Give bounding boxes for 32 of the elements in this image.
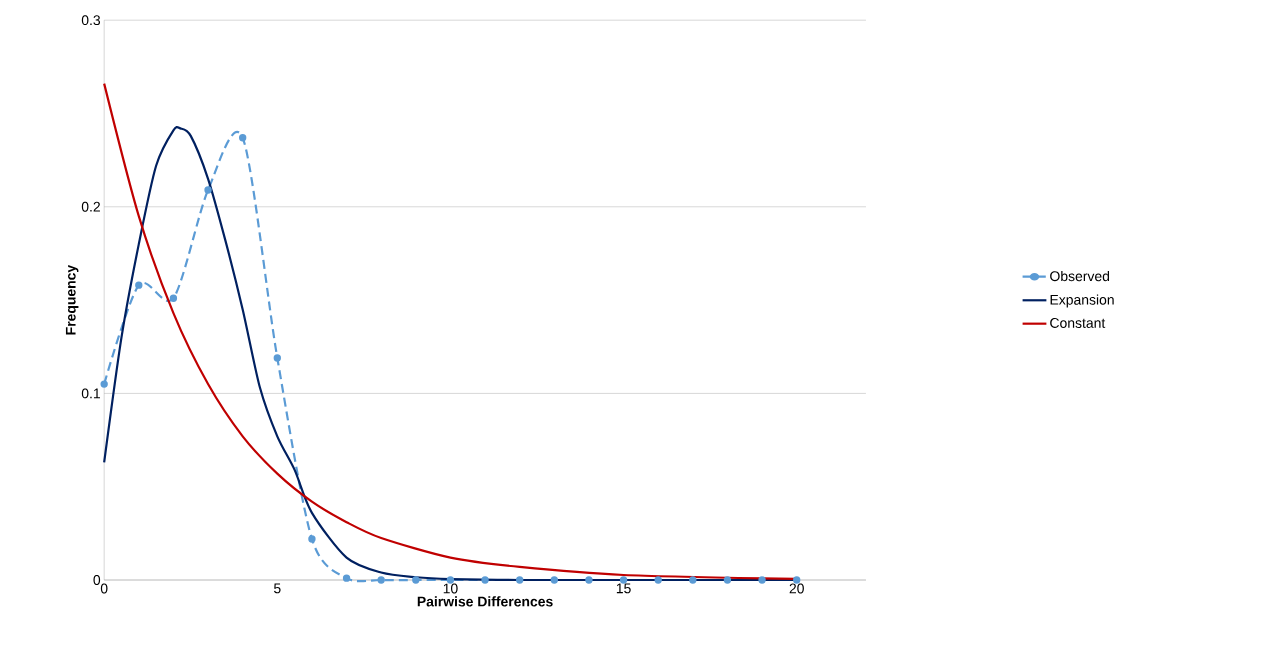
point — [204, 186, 212, 194]
point — [412, 576, 420, 584]
point — [758, 576, 766, 584]
point — [308, 535, 316, 543]
x-tick-label: 5 — [273, 583, 281, 594]
point — [100, 380, 108, 388]
point — [238, 133, 247, 142]
point — [342, 574, 351, 582]
point — [273, 354, 281, 362]
point — [689, 576, 697, 584]
x-tick-label: 20 — [789, 583, 804, 594]
y-tick-label: 0.2 — [81, 201, 100, 212]
x-axis-title: Pairwise Differences — [417, 596, 553, 607]
legend-label: Expansion — [1050, 294, 1114, 308]
point — [550, 576, 559, 584]
y-tick-label: 0.1 — [81, 388, 100, 399]
point — [723, 576, 732, 584]
point — [654, 576, 662, 584]
y-tick-label: 0 — [93, 574, 101, 585]
x-tick-label: 10 — [443, 583, 458, 594]
legend-label: Observed — [1050, 270, 1110, 282]
x-tick-label: 15 — [616, 583, 631, 594]
point — [516, 576, 524, 584]
point — [481, 576, 489, 584]
y-axis-title: Frequency — [65, 264, 79, 335]
x-tick-label: 0 — [100, 583, 108, 594]
point — [377, 576, 385, 584]
point — [585, 576, 593, 584]
point — [135, 281, 143, 289]
y-tick-label: 0.3 — [81, 15, 101, 26]
legend-label: Constant — [1050, 317, 1106, 328]
point — [169, 294, 178, 302]
